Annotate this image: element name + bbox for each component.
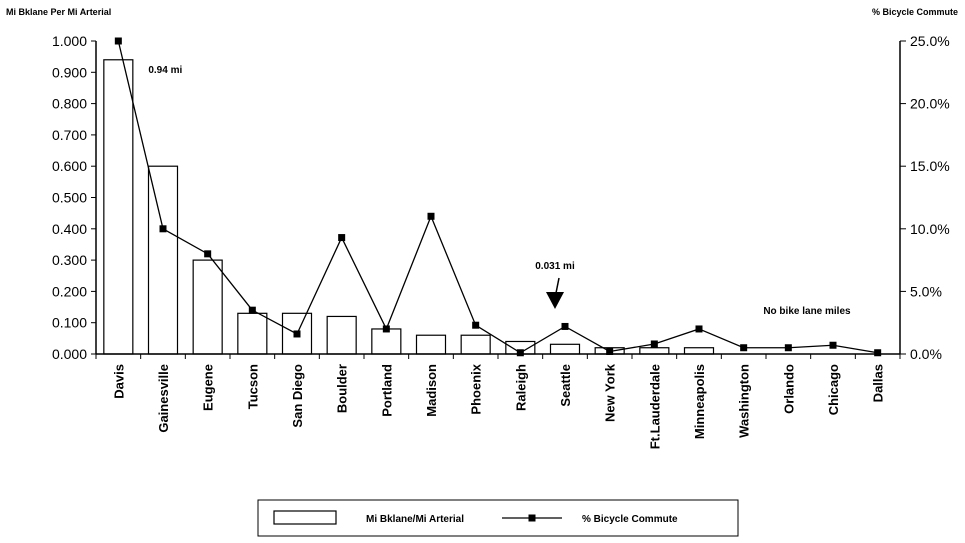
annotation-no-bike-lane: No bike lane miles xyxy=(763,306,851,317)
bar xyxy=(683,347,715,355)
right-tick-label: 20.0% xyxy=(910,96,950,112)
left-tick-label: 0.500 xyxy=(52,190,87,206)
right-tick-label: 10.0% xyxy=(910,221,950,237)
commute-point xyxy=(472,321,480,329)
bar xyxy=(147,165,179,355)
commute-point xyxy=(248,306,256,314)
legend-line-marker xyxy=(528,514,536,522)
bars-layer xyxy=(103,59,715,355)
commute-line xyxy=(117,40,878,354)
right-tick-label: 15.0% xyxy=(910,158,950,174)
bar xyxy=(415,334,447,355)
annotation-arrow-head xyxy=(546,292,564,309)
bar xyxy=(371,328,402,355)
commute-point xyxy=(874,349,882,357)
commute-point xyxy=(293,330,301,338)
commute-point xyxy=(829,341,837,349)
commute-point xyxy=(338,234,346,242)
right-tick-label: 5.0% xyxy=(910,283,942,299)
commute-point xyxy=(606,347,614,355)
left-tick-label: 0.800 xyxy=(52,96,87,112)
commute-point xyxy=(516,349,524,357)
legend-line-label: % Bicycle Commute xyxy=(582,514,678,525)
commute-point xyxy=(650,340,658,348)
bar xyxy=(460,334,491,355)
commute-point xyxy=(561,322,569,330)
annotations-layer: 0.94 mi 0.031 mi No bike lane miles xyxy=(148,65,851,317)
annotation-davis: 0.94 mi xyxy=(148,65,182,76)
x-category-label: Minneapolis xyxy=(692,364,707,439)
x-category-label: Davis xyxy=(111,364,126,399)
left-tick-label: 0.900 xyxy=(52,64,87,80)
x-category-label: New York xyxy=(603,363,618,422)
bar xyxy=(549,343,581,355)
commute-point xyxy=(204,250,212,258)
x-category-label: Boulder xyxy=(335,364,350,413)
bar xyxy=(103,59,134,355)
x-category-label: Portland xyxy=(379,364,394,417)
commute-point xyxy=(740,344,748,352)
legend-bar-swatch xyxy=(273,510,337,525)
legend-bar-label: Mi Bklane/Mi Arterial xyxy=(366,514,464,525)
x-category-label: Seattle xyxy=(558,364,573,407)
left-tick-label: 0.200 xyxy=(52,283,87,299)
left-tick-label: 0.400 xyxy=(52,221,87,237)
legend-box xyxy=(257,499,739,537)
line-layer xyxy=(114,37,882,357)
right-tick-label: 0.0% xyxy=(910,346,942,362)
left-axis-title: Mi Bklane Per Mi Arterial xyxy=(6,7,111,17)
x-category-label: Ft.Lauderdale xyxy=(647,364,662,449)
x-category-label: Tucson xyxy=(245,364,260,409)
x-category-label: Madison xyxy=(424,364,439,417)
commute-point xyxy=(159,225,167,233)
right-tick-label: 25.0% xyxy=(910,33,950,49)
commute-point xyxy=(695,325,703,333)
x-category-label: Dallas xyxy=(871,364,886,402)
left-tick-label: 0.000 xyxy=(52,346,87,362)
commute-point xyxy=(427,212,435,220)
x-category-label: Chicago xyxy=(826,364,841,415)
axes-layer: 0.000 0.100 0.200 0.300 0.400 0.500 0.600 0.700… xyxy=(52,33,950,449)
left-tick-label: 0.300 xyxy=(52,252,87,268)
x-category-label: San Diego xyxy=(290,364,305,428)
legend: Mi Bklane/Mi Arterial % Bicycle Commute xyxy=(257,499,739,537)
x-category-label: Raleigh xyxy=(513,364,528,411)
commute-point xyxy=(784,344,792,352)
left-tick-label: 0.700 xyxy=(52,127,87,143)
right-axis-title: % Bicycle Commute xyxy=(872,7,958,17)
x-category-label: Washington xyxy=(737,364,752,438)
x-category-label: Eugene xyxy=(201,364,216,411)
bar xyxy=(639,347,670,355)
commute-point xyxy=(114,37,122,45)
annotation-seattle: 0.031 mi xyxy=(535,261,575,272)
x-category-label: Gainesville xyxy=(156,364,171,433)
commute-point xyxy=(382,325,390,333)
left-tick-label: 0.600 xyxy=(52,158,87,174)
left-tick-label: 1.000 xyxy=(52,33,87,49)
left-tick-label: 0.100 xyxy=(52,315,87,331)
bar xyxy=(192,259,223,355)
x-category-label: Orlando xyxy=(781,364,796,414)
bar xyxy=(237,312,268,355)
bar xyxy=(326,315,357,355)
x-category-label: Phoenix xyxy=(469,363,484,414)
